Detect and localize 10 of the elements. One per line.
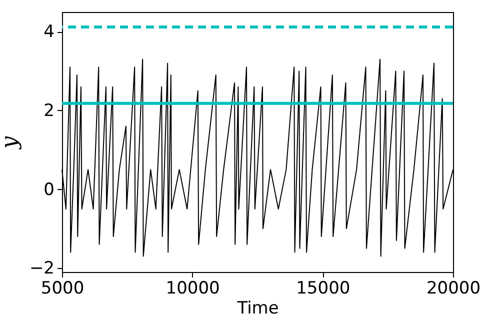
x-tick-label: 5000	[40, 278, 84, 298]
x-tick-label: 15000	[296, 278, 350, 298]
x-tick-label: 20000	[426, 278, 481, 298]
y-tick-label: −2	[29, 258, 54, 279]
x-tick-label: 10000	[166, 278, 220, 298]
x-axis-title: Time	[236, 298, 279, 318]
y-tick-label: 4	[44, 22, 54, 42]
y-axis-title: y	[0, 136, 22, 150]
y-tick-label: 2	[44, 100, 54, 121]
y-tick-label: 0	[44, 180, 54, 200]
